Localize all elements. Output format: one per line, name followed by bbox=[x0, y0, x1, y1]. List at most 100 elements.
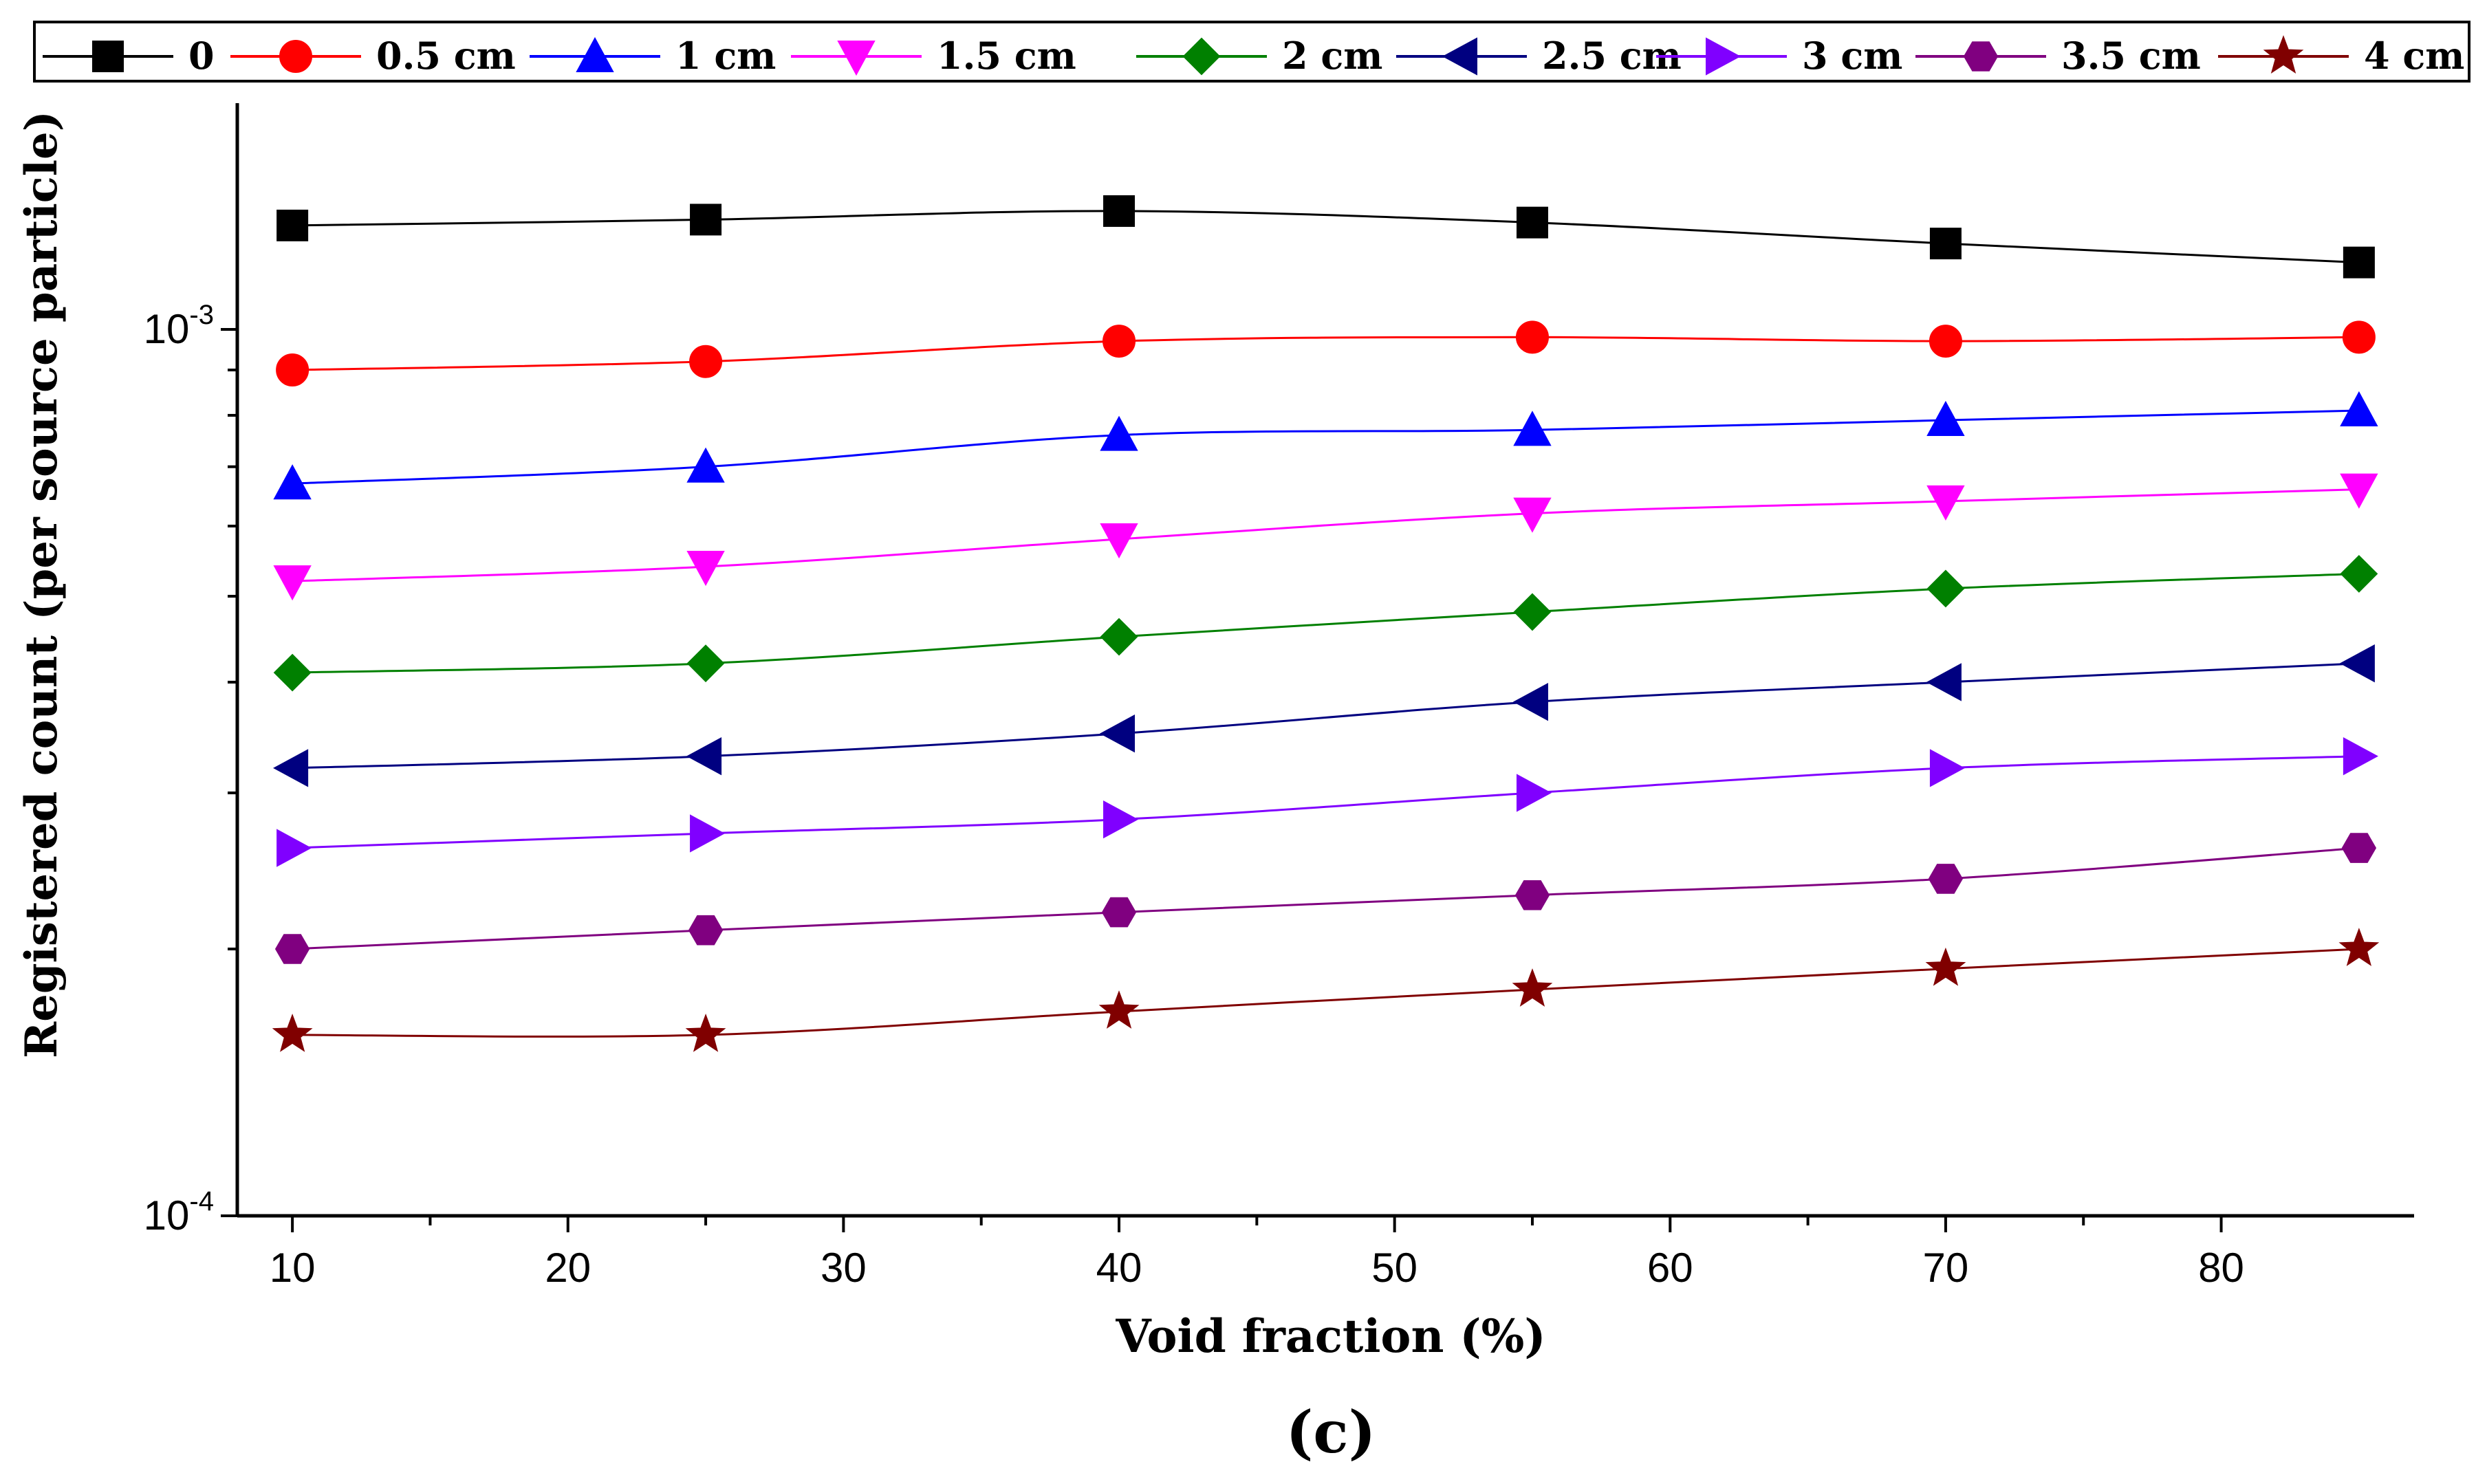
data-point bbox=[686, 736, 722, 776]
legend-entry: 0 bbox=[43, 34, 215, 78]
data-point bbox=[688, 915, 724, 946]
data-point bbox=[2338, 928, 2380, 966]
legend-entry: 3.5 cm bbox=[1915, 34, 2201, 78]
x-tick-label: 80 bbox=[2198, 1245, 2244, 1291]
data-point bbox=[273, 565, 312, 601]
data-point bbox=[1514, 880, 1550, 910]
legend-marker bbox=[279, 40, 312, 73]
data-point bbox=[274, 934, 310, 964]
data-point bbox=[1103, 325, 1136, 358]
data-point bbox=[686, 644, 725, 683]
legend-label: 0 bbox=[188, 34, 215, 78]
y-tick-label: 10-4 bbox=[144, 1186, 214, 1239]
series-line bbox=[292, 847, 2360, 950]
series-2 bbox=[273, 391, 2378, 500]
x-tick-label: 60 bbox=[1647, 1245, 1693, 1291]
series-3 bbox=[273, 473, 2378, 601]
series-line bbox=[292, 662, 2359, 770]
x-tick-label: 70 bbox=[1923, 1245, 1969, 1291]
legend-marker bbox=[1706, 37, 1741, 76]
legend-label: 1.5 cm bbox=[937, 34, 1076, 78]
data-point bbox=[1926, 569, 1965, 608]
legend-label: 3.5 cm bbox=[2061, 34, 2201, 78]
data-point bbox=[273, 749, 309, 787]
data-point bbox=[2343, 736, 2378, 776]
x-axis-label: Void fraction (%) bbox=[1115, 1309, 1545, 1363]
y-axis-label: Registered count (per source particle) bbox=[16, 111, 67, 1058]
legend-box bbox=[33, 21, 2470, 83]
legend-marker bbox=[837, 41, 876, 76]
data-point bbox=[690, 814, 726, 853]
data-point bbox=[1929, 228, 1962, 260]
series-0 bbox=[276, 195, 2375, 279]
data-point bbox=[1103, 195, 1136, 227]
series-1 bbox=[276, 320, 2376, 387]
data-point bbox=[1100, 415, 1138, 451]
series-8 bbox=[272, 928, 2380, 1052]
data-point bbox=[273, 653, 312, 692]
legend-label: 3 cm bbox=[1802, 34, 1902, 78]
data-point bbox=[1513, 411, 1552, 446]
data-point bbox=[1513, 593, 1552, 631]
data-point bbox=[1100, 618, 1138, 656]
data-point bbox=[2340, 555, 2378, 593]
x-tick-label: 50 bbox=[1371, 1245, 1418, 1291]
legend-marker bbox=[2263, 35, 2304, 74]
data-point bbox=[1512, 683, 1548, 721]
data-point bbox=[1928, 864, 1964, 894]
data-point bbox=[276, 829, 312, 867]
data-point bbox=[689, 345, 723, 378]
series-line bbox=[292, 210, 2359, 264]
series-5 bbox=[273, 644, 2375, 787]
data-point bbox=[690, 204, 722, 236]
data-point bbox=[1512, 968, 1553, 1007]
data-point bbox=[2343, 246, 2375, 279]
legend-label: 4 cm bbox=[2364, 34, 2464, 78]
legend-marker bbox=[1442, 37, 1477, 76]
legend-entry: 2 cm bbox=[1136, 34, 1382, 78]
data-point bbox=[276, 353, 309, 387]
legend-marker bbox=[1182, 37, 1221, 76]
data-point bbox=[1926, 400, 1965, 436]
data-point bbox=[1515, 320, 1549, 354]
panel-label: (c) bbox=[1286, 1398, 1376, 1466]
series-4 bbox=[273, 555, 2378, 692]
data-point bbox=[1516, 206, 1548, 239]
legend-label: 2 cm bbox=[1282, 34, 1382, 78]
data-point bbox=[1099, 714, 1136, 753]
legend-entry: 3 cm bbox=[1656, 34, 1902, 78]
data-point bbox=[2342, 320, 2376, 354]
data-point bbox=[1516, 774, 1552, 812]
series-7 bbox=[274, 833, 2377, 964]
data-point bbox=[1100, 523, 1138, 559]
x-tick-label: 20 bbox=[545, 1245, 591, 1291]
x-tick-label: 30 bbox=[821, 1245, 867, 1291]
data-point bbox=[2340, 473, 2378, 509]
legend-marker bbox=[92, 41, 124, 72]
data-point bbox=[1098, 990, 1140, 1029]
data-point bbox=[685, 1014, 726, 1052]
data-point bbox=[1101, 897, 1137, 928]
data-point bbox=[1926, 485, 1965, 521]
series-line bbox=[292, 755, 2359, 849]
series-line bbox=[292, 336, 2359, 371]
legend-entry: 1 cm bbox=[530, 34, 776, 78]
data-point bbox=[276, 209, 309, 241]
legend-entry: 0.5 cm bbox=[230, 34, 516, 78]
plot-area bbox=[272, 195, 2380, 1052]
data-point bbox=[273, 464, 312, 500]
data-point bbox=[2340, 391, 2378, 426]
data-point bbox=[1925, 947, 1966, 986]
series-line bbox=[292, 572, 2359, 674]
data-point bbox=[1513, 497, 1552, 533]
series-line bbox=[292, 409, 2359, 485]
x-tick-label: 10 bbox=[270, 1245, 316, 1291]
data-point bbox=[686, 447, 725, 483]
series-line bbox=[292, 948, 2359, 1038]
data-point bbox=[1929, 749, 1966, 787]
data-point bbox=[1103, 800, 1139, 839]
axes: 10 20 30 40 50 60 70 80 10-3 10-4 bbox=[144, 103, 2414, 1291]
data-point bbox=[686, 550, 725, 587]
legend-label: 1 cm bbox=[675, 34, 776, 78]
